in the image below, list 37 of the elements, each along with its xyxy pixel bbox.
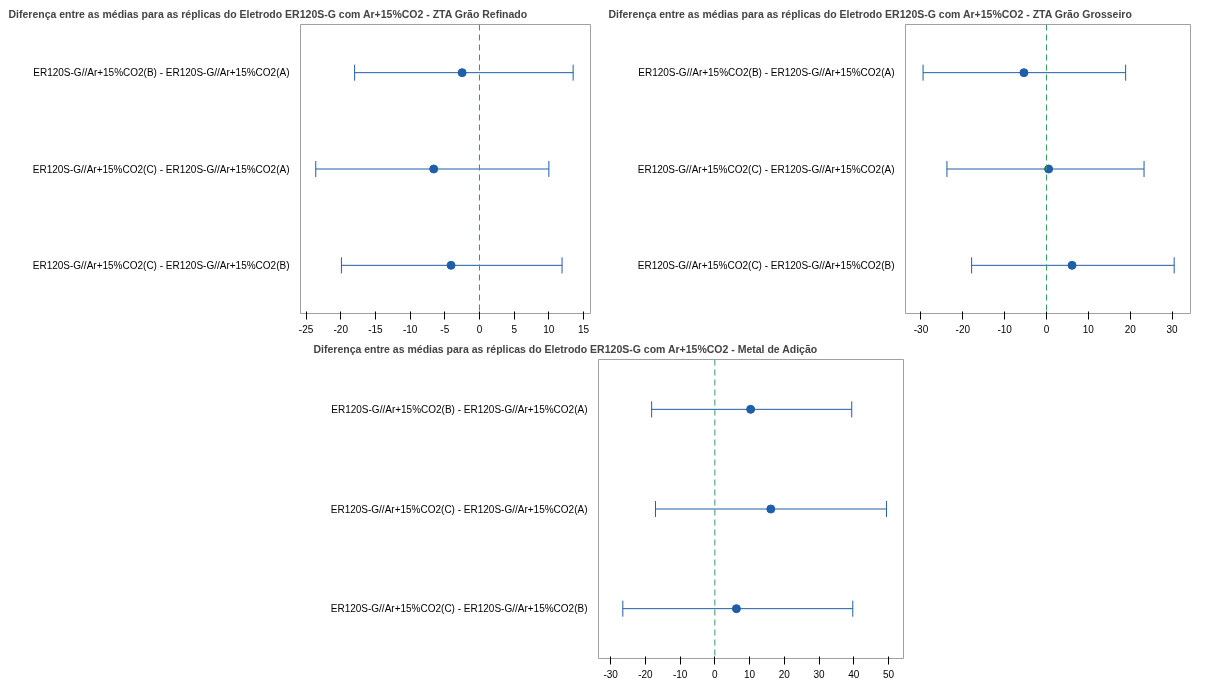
- y-tick-label: ER120S-G//Ar+15%CO2(C) - ER120S-G//Ar+15%CO2(A): [32, 163, 290, 175]
- x-tick-label: 10: [1082, 323, 1095, 335]
- x-tick-label: -20: [955, 323, 971, 335]
- x-tick-label: 30: [1166, 323, 1179, 335]
- x-tick-label: 10: [543, 323, 555, 335]
- x-tick-label: -10: [402, 323, 418, 335]
- x-tick-label: 0: [476, 323, 483, 335]
- y-tick-label: ER120S-G//Ar+15%CO2(C) - ER120S-G//Ar+15%CO2(A): [330, 503, 588, 515]
- x-tick-label: -15: [368, 323, 384, 335]
- chart-title: Diferença entre as médias para as réplicas do Eletrodo ER120S-G com Ar+15%CO2 - Metal de Adição: [313, 342, 818, 355]
- x-tick-label: 5: [511, 323, 518, 335]
- y-tick-label: ER120S-G//Ar+15%CO2(C) - ER120S-G//Ar+15%CO2(B): [637, 259, 895, 271]
- x-tick-label: 10: [744, 668, 756, 680]
- x-tick-label: 15: [578, 323, 590, 335]
- y-tick-label: ER120S-G//Ar+15%CO2(C) - ER120S-G//Ar+15%CO2(B): [32, 259, 290, 271]
- y-tick-label: ER120S-G//Ar+15%CO2(C) - ER120S-G//Ar+15%CO2(A): [637, 163, 895, 175]
- x-tick-label: -10: [997, 323, 1013, 335]
- chart-title: Diferença entre as médias para as réplicas do Eletrodo ER120S-G com Ar+15%CO2 - ZTA Grão Refinado: [8, 7, 528, 20]
- x-tick-label: 0: [1043, 323, 1050, 335]
- x-tick-label: -10: [672, 668, 688, 680]
- x-tick-label: 20: [778, 668, 791, 680]
- x-tick-label: -25: [298, 323, 314, 335]
- x-tick-label: -20: [638, 668, 654, 680]
- y-tick-label: ER120S-G//Ar+15%CO2(B) - ER120S-G//Ar+15%CO2(A): [331, 403, 588, 415]
- y-tick-label: ER120S-G//Ar+15%CO2(B) - ER120S-G//Ar+15%CO2(A): [638, 67, 895, 79]
- x-tick-label: -30: [913, 323, 929, 335]
- y-tick-label: ER120S-G//Ar+15%CO2(C) - ER120S-G//Ar+15%CO2(B): [330, 603, 588, 615]
- x-tick-label: -5: [440, 323, 450, 335]
- x-tick-label: -30: [603, 668, 619, 680]
- x-tick-label: 20: [1124, 323, 1137, 335]
- x-tick-label: 40: [848, 668, 860, 680]
- x-tick-label: 0: [712, 668, 719, 680]
- x-tick-label: 30: [813, 668, 826, 680]
- x-tick-label: 50: [883, 668, 895, 680]
- x-tick-label: -20: [333, 323, 349, 335]
- chart-title: Diferença entre as médias para as réplicas do Eletrodo ER120S-G com Ar+15%CO2 - ZTA Grão Grosseiro: [608, 7, 1132, 20]
- y-tick-label: ER120S-G//Ar+15%CO2(B) - ER120S-G//Ar+15%CO2(A): [33, 67, 290, 79]
